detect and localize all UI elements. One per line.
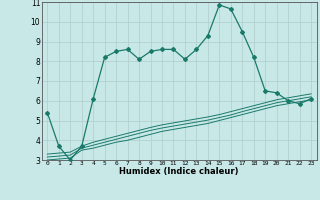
X-axis label: Humidex (Indice chaleur): Humidex (Indice chaleur) bbox=[119, 167, 239, 176]
